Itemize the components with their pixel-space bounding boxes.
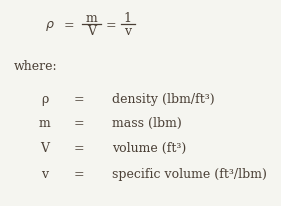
Text: $\rho$: $\rho$ bbox=[45, 19, 55, 33]
Text: V: V bbox=[87, 25, 96, 37]
Text: =: = bbox=[73, 92, 84, 105]
Text: specific volume (ft³/lbm): specific volume (ft³/lbm) bbox=[112, 168, 267, 181]
Text: density (lbm/ft³): density (lbm/ft³) bbox=[112, 92, 215, 105]
Text: =: = bbox=[106, 19, 116, 32]
Text: mass (lbm): mass (lbm) bbox=[112, 117, 182, 130]
Text: =: = bbox=[64, 19, 74, 32]
Text: ρ: ρ bbox=[41, 92, 48, 105]
Text: =: = bbox=[73, 117, 84, 130]
Text: volume (ft³): volume (ft³) bbox=[112, 141, 187, 154]
Text: v: v bbox=[124, 25, 132, 37]
Text: =: = bbox=[73, 141, 84, 154]
Text: =: = bbox=[73, 168, 84, 181]
Text: 1: 1 bbox=[124, 12, 132, 25]
Text: V: V bbox=[40, 141, 49, 154]
Text: where:: where: bbox=[13, 60, 57, 73]
Text: m: m bbox=[39, 117, 51, 130]
Text: v: v bbox=[41, 168, 48, 181]
Text: m: m bbox=[86, 12, 98, 25]
